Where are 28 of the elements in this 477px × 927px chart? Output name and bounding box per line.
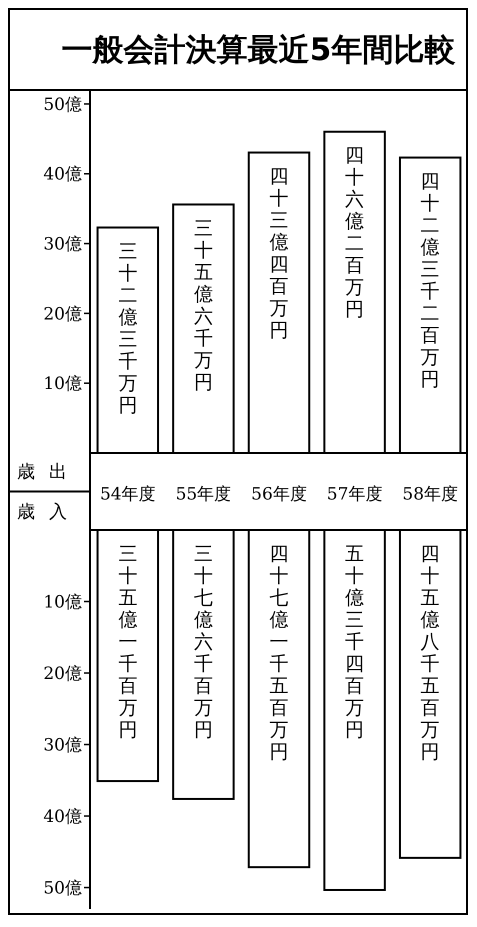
y-tick-label: 30億 <box>43 735 82 756</box>
x-tick-label: 58年度 <box>402 484 458 504</box>
y-tick-label: 50億 <box>43 878 82 898</box>
x-tick-label: 55年度 <box>176 484 232 504</box>
y-tick-label: 10億 <box>43 374 82 394</box>
y-tick-label: 20億 <box>43 304 82 324</box>
y-tick-label: 20億 <box>43 664 82 684</box>
data-label: 三十五億六千万円 <box>194 217 213 394</box>
chart-title: 一般会計決算最近5年間比較 <box>62 32 456 68</box>
x-tick-label: 54年度 <box>100 484 156 504</box>
y-axis-title: 歳出 <box>17 461 81 482</box>
data-label: 四十六億二百万円 <box>345 144 364 321</box>
y-tick-label: 40億 <box>43 806 82 827</box>
x-tick-label: 56年度 <box>251 484 307 504</box>
y-tick-label: 30億 <box>43 234 82 255</box>
text: 五十億三千四百万円 <box>345 543 364 741</box>
x-tick-label: 57年度 <box>326 484 382 504</box>
text: 四十二億三千二百万円 <box>420 170 440 391</box>
y-tick-label: 50億 <box>43 94 82 115</box>
y-axis-title: 歳入 <box>17 501 81 522</box>
text: 四十五億八千五百万円 <box>420 543 440 763</box>
text: 三十七億六千百万円 <box>194 543 213 741</box>
y-tick-label: 40億 <box>43 164 82 185</box>
text: 三十五億一千百万円 <box>118 543 138 741</box>
data-label: 三十二億三千万円 <box>118 240 138 417</box>
data-label: 四十三億四百万円 <box>270 166 288 342</box>
y-tick-label: 10億 <box>43 592 82 612</box>
text: 四十七億一千五百万円 <box>270 543 288 763</box>
